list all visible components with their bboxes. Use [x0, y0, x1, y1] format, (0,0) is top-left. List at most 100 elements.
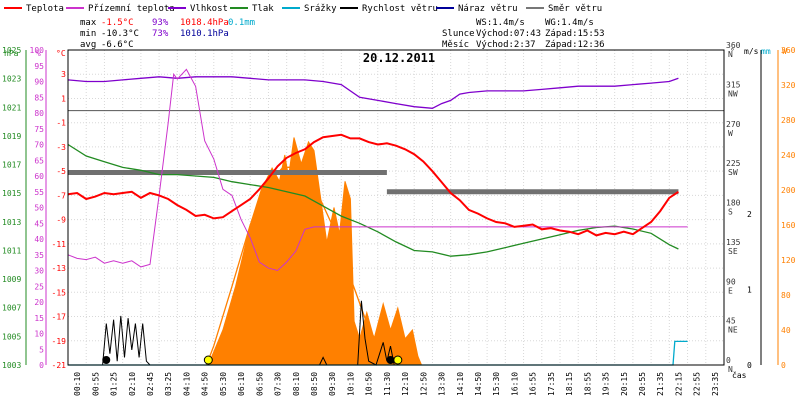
stat-max-label: max — [80, 18, 97, 28]
info-sun-rise: Východ:07:43 — [476, 29, 541, 39]
axis-time-tick: 11:30 — [383, 372, 392, 396]
axis-time-tick: 22:15 — [674, 372, 683, 396]
info-wg: WG:1.4m/s — [545, 18, 594, 28]
axis-temp-tick: -5 — [56, 167, 66, 176]
legend-label: Náraz větru — [458, 4, 518, 14]
stat-min-press: 1010.1hPa — [180, 29, 229, 39]
series-slunce-curve — [205, 166, 400, 366]
axis-dir-tick: 315 — [726, 80, 741, 89]
axis-hpa-tick: 1015 — [2, 189, 21, 198]
stat-avg-label: avg — [80, 40, 96, 50]
axis-w-tick: 240 — [781, 151, 796, 160]
axis-dir-tick: 135 — [726, 238, 741, 247]
axis-temp-unit: °C — [56, 49, 66, 58]
axes-layer: 1003100510071009101110131015101710191021… — [2, 41, 796, 396]
info-sun-set: Západ:15:53 — [545, 29, 605, 39]
axis-dir-unit: ° — [730, 47, 735, 56]
axis-pct-tick: 45 — [34, 219, 44, 228]
axis-time-tick: 12:10 — [401, 372, 410, 396]
stat-avg-temp: -6.6°C — [101, 40, 134, 50]
axis-time-tick: 06:50 — [255, 372, 264, 396]
axis-hpa-tick: 1003 — [2, 361, 21, 370]
info-moon-rise: Východ:2:37 — [476, 40, 536, 50]
axis-pct-tick: 100 — [30, 46, 45, 55]
axis-pct-tick: 55 — [34, 188, 44, 197]
series-layer — [67, 68, 688, 366]
axis-dir-tick: 45 — [726, 317, 736, 326]
axis-time-tick: 09:30 — [328, 372, 337, 396]
axis-time-tick: 13:30 — [438, 372, 447, 396]
axis-pct-tick: 90 — [34, 78, 44, 87]
axis-pct-tick: 20 — [34, 298, 44, 307]
axis-hpa-tick: 1017 — [2, 161, 21, 170]
axis-pct-tick: 35 — [34, 251, 44, 260]
axis-pct-tick: 95 — [34, 62, 44, 71]
stat-max-rain: 0.1mm — [228, 18, 255, 28]
stat-max-press: 1018.4hPa — [180, 18, 229, 28]
axis-time-tick: 14:10 — [456, 372, 465, 396]
axis-pct-tick: 70 — [34, 141, 44, 150]
axis-time-tick: 07:30 — [274, 372, 283, 396]
axis-temp-tick: 1 — [61, 94, 66, 103]
axis-time-tick: 16:10 — [510, 372, 519, 396]
axis-dir-name: N — [728, 365, 733, 374]
axis-time-tick: 14:50 — [474, 372, 483, 396]
stat-max-hum: 93% — [152, 18, 169, 28]
axis-temp-tick: -9 — [56, 216, 66, 225]
axis-time-tick: 12:50 — [419, 372, 428, 396]
axis-time-tick: 01:25 — [110, 372, 119, 396]
axis-w-tick: 320 — [781, 81, 796, 90]
axis-dir-tick: 0 — [726, 356, 731, 365]
axis-w-tick: 280 — [781, 116, 796, 125]
axis-pct-tick: 25 — [34, 282, 44, 291]
axis-pct-tick: 15 — [34, 314, 44, 323]
legend-label: Směr větru — [548, 4, 602, 14]
legend-label: Přízemní teplota — [88, 4, 175, 14]
info-mesic: Měsíc — [442, 40, 469, 50]
series-prizemni-teplota — [67, 68, 688, 272]
legend-label: Rychlost větru — [362, 4, 438, 14]
axis-time-tick: 04:50 — [201, 372, 210, 396]
axis-pct-unit: % — [36, 49, 41, 58]
axis-hpa-tick: 1011 — [2, 246, 21, 255]
plot-border — [67, 49, 725, 366]
axis-pct-tick: 60 — [34, 172, 44, 181]
axis-time-tick: 04:10 — [182, 372, 191, 396]
axis-time-tick: 10:10 — [346, 372, 355, 396]
axis-temp-tick: 3 — [61, 70, 66, 79]
axis-temp-tick: -21 — [52, 361, 67, 370]
axis-time-tick: 02:10 — [128, 372, 137, 396]
axis-temp-tick: -1 — [56, 119, 66, 128]
legend-label: Teplota — [26, 4, 64, 14]
series-tlak — [67, 143, 679, 257]
axis-dir-tick: 270 — [726, 120, 741, 129]
info-ws: WS:1.4m/s — [476, 18, 525, 28]
axis-hpa-tick: 1023 — [2, 75, 21, 84]
axis-time-tick: 08:50 — [310, 372, 319, 396]
axis-time-tick: 22:55 — [693, 372, 702, 396]
series-rychlost-vetru — [68, 300, 688, 366]
axis-time-tick: 21:35 — [656, 372, 665, 396]
axis-time-tick: 05:30 — [219, 372, 228, 396]
marker-sun-dot — [393, 355, 403, 365]
axis-hpa-tick: 1019 — [2, 132, 21, 141]
axis-pct-tick: 0 — [39, 361, 44, 370]
series-teplota — [67, 133, 679, 237]
axis-pct-tick: 10 — [34, 330, 44, 339]
axis-pct-tick: 30 — [34, 267, 44, 276]
marker-sun-dot — [203, 355, 213, 365]
axis-hpa-unit: hPa — [4, 49, 19, 58]
axis-dir-tick: 180 — [726, 199, 741, 208]
stat-min-hum: 73% — [152, 29, 169, 39]
axis-pct-tick: 85 — [34, 93, 44, 102]
axis-dir-name: SW — [728, 168, 738, 177]
axis-hpa-tick: 1009 — [2, 275, 21, 284]
axis-dir-name: E — [728, 286, 733, 295]
axis-w-tick: 360 — [781, 46, 796, 55]
legend-label: Srážky — [304, 4, 337, 14]
axis-mm-unit: mm — [761, 47, 771, 56]
axis-ms-tick: 0 — [747, 361, 752, 370]
stat-min-temp: -10.3°C — [101, 29, 139, 39]
axis-hpa-tick: 1013 — [2, 218, 21, 227]
